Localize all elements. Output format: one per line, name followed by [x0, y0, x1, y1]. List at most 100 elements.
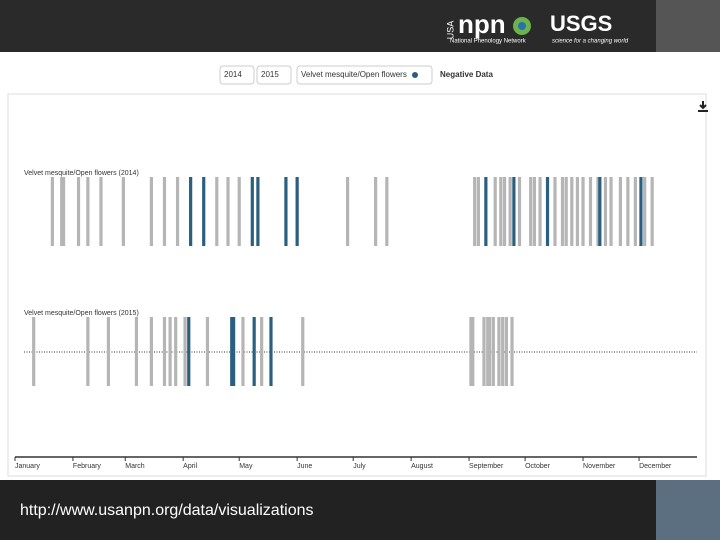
- observation-bar: [50, 177, 54, 246]
- observation-bar: [174, 317, 178, 386]
- x-tick-label: February: [73, 463, 102, 470]
- x-tick-label: August: [411, 463, 433, 470]
- year-button[interactable]: [219, 65, 255, 85]
- observation-bar: [598, 177, 602, 246]
- observation-bar: [639, 177, 643, 246]
- npn-badge: USA: [445, 21, 455, 40]
- observation-bar: [189, 177, 193, 246]
- observation-bar: [545, 177, 550, 246]
- observation-bar: [232, 317, 236, 386]
- npn-name: National Phenology Network: [450, 39, 527, 45]
- observation-bar: [162, 177, 167, 246]
- observation-bar: [295, 177, 299, 246]
- observation-bar: [237, 177, 241, 246]
- observation-bar: [202, 177, 206, 246]
- observation-bar: [553, 177, 557, 246]
- x-tick-label: June: [297, 463, 312, 470]
- year-label[interactable]: 2015: [261, 70, 279, 79]
- observation-bar: [471, 317, 475, 386]
- observation-bar: [250, 177, 254, 246]
- observation-bar: [149, 177, 153, 246]
- footer-image: [656, 480, 720, 540]
- track-label: Velvet mesquite/Open flowers (2015): [24, 310, 139, 317]
- observation-bar: [175, 177, 180, 246]
- observation-bar: [134, 317, 139, 386]
- x-tick-label: March: [125, 463, 145, 470]
- observation-bar: [560, 177, 565, 246]
- observation-bar: [241, 317, 245, 386]
- x-tick-label: December: [639, 463, 672, 470]
- observation-bar: [252, 317, 256, 386]
- observation-bar: [497, 317, 501, 386]
- x-tick-label: January: [15, 463, 40, 470]
- observation-bar: [499, 177, 503, 246]
- plot: January February March April May June July Augu…: [14, 170, 697, 470]
- observation-bar: [99, 177, 103, 246]
- species-swatch: [412, 72, 418, 78]
- observation-bar: [226, 177, 230, 246]
- negative-data-toggle[interactable]: Negative Data: [440, 70, 493, 79]
- observation-bar: [650, 177, 654, 246]
- observation-bar: [633, 177, 637, 246]
- observation-bar: [486, 317, 490, 386]
- observation-bar: [121, 177, 125, 246]
- usgs-logo: USGS: [550, 11, 612, 36]
- observation-bar: [284, 177, 288, 246]
- observation-bar: [260, 317, 264, 386]
- controls: 2014 2015 Velvet mesquite/Open flowers N…: [219, 65, 493, 85]
- observation-bar: [345, 177, 350, 246]
- observation-bar: [538, 177, 542, 246]
- observation-bar: [487, 317, 492, 386]
- observation-bar: [512, 177, 516, 246]
- observation-bar: [385, 177, 389, 246]
- download-icon[interactable]: [698, 101, 708, 112]
- chart-frame: [7, 93, 707, 477]
- observation-bar: [502, 177, 507, 246]
- observation-bar: [510, 317, 514, 386]
- observation-bar: [588, 177, 593, 246]
- x-tick-label: November: [583, 463, 616, 470]
- observation-bar: [86, 177, 90, 246]
- observation-bar: [482, 317, 486, 386]
- x-tick-label: September: [469, 463, 504, 470]
- year-label[interactable]: 2014: [224, 70, 242, 79]
- header-corner: [656, 0, 720, 52]
- observation-bar: [501, 317, 505, 386]
- observation-bar: [187, 317, 191, 386]
- observation-bar: [106, 317, 111, 386]
- species-label[interactable]: Velvet mesquite/Open flowers: [301, 70, 407, 79]
- observation-bar: [60, 177, 64, 246]
- observation-bar: [149, 317, 153, 386]
- observation-bar: [564, 177, 568, 246]
- observation-bar: [168, 317, 172, 386]
- observation-bar: [493, 177, 497, 246]
- observation-bar: [626, 177, 630, 246]
- year-button[interactable]: [256, 65, 292, 85]
- observation-bar: [374, 177, 378, 246]
- observation-bar: [532, 177, 537, 246]
- observation-bar: [491, 317, 495, 386]
- observation-bar: [473, 177, 477, 246]
- observation-bar: [603, 177, 608, 246]
- observation-bar: [32, 317, 36, 386]
- observation-bar: [609, 177, 613, 246]
- observation-bar: [469, 317, 473, 386]
- observation-bar: [504, 317, 509, 386]
- species-button[interactable]: [296, 65, 433, 85]
- observation-bar: [76, 177, 81, 246]
- x-tick-label: April: [183, 463, 197, 470]
- observation-bar: [581, 177, 585, 246]
- observation-bar: [643, 177, 647, 246]
- observation-bar: [183, 317, 187, 386]
- observation-bar: [301, 317, 305, 386]
- observation-bar: [517, 177, 522, 246]
- x-tick-label: July: [353, 463, 366, 470]
- x-tick-label: October: [525, 463, 551, 470]
- usgs-tagline: science for a changing world: [552, 39, 629, 45]
- x-tick-label: May: [239, 463, 253, 470]
- observation-bar: [575, 177, 580, 246]
- observation-bar: [86, 317, 90, 386]
- observation-bar: [508, 177, 512, 246]
- observation-bar: [529, 177, 533, 246]
